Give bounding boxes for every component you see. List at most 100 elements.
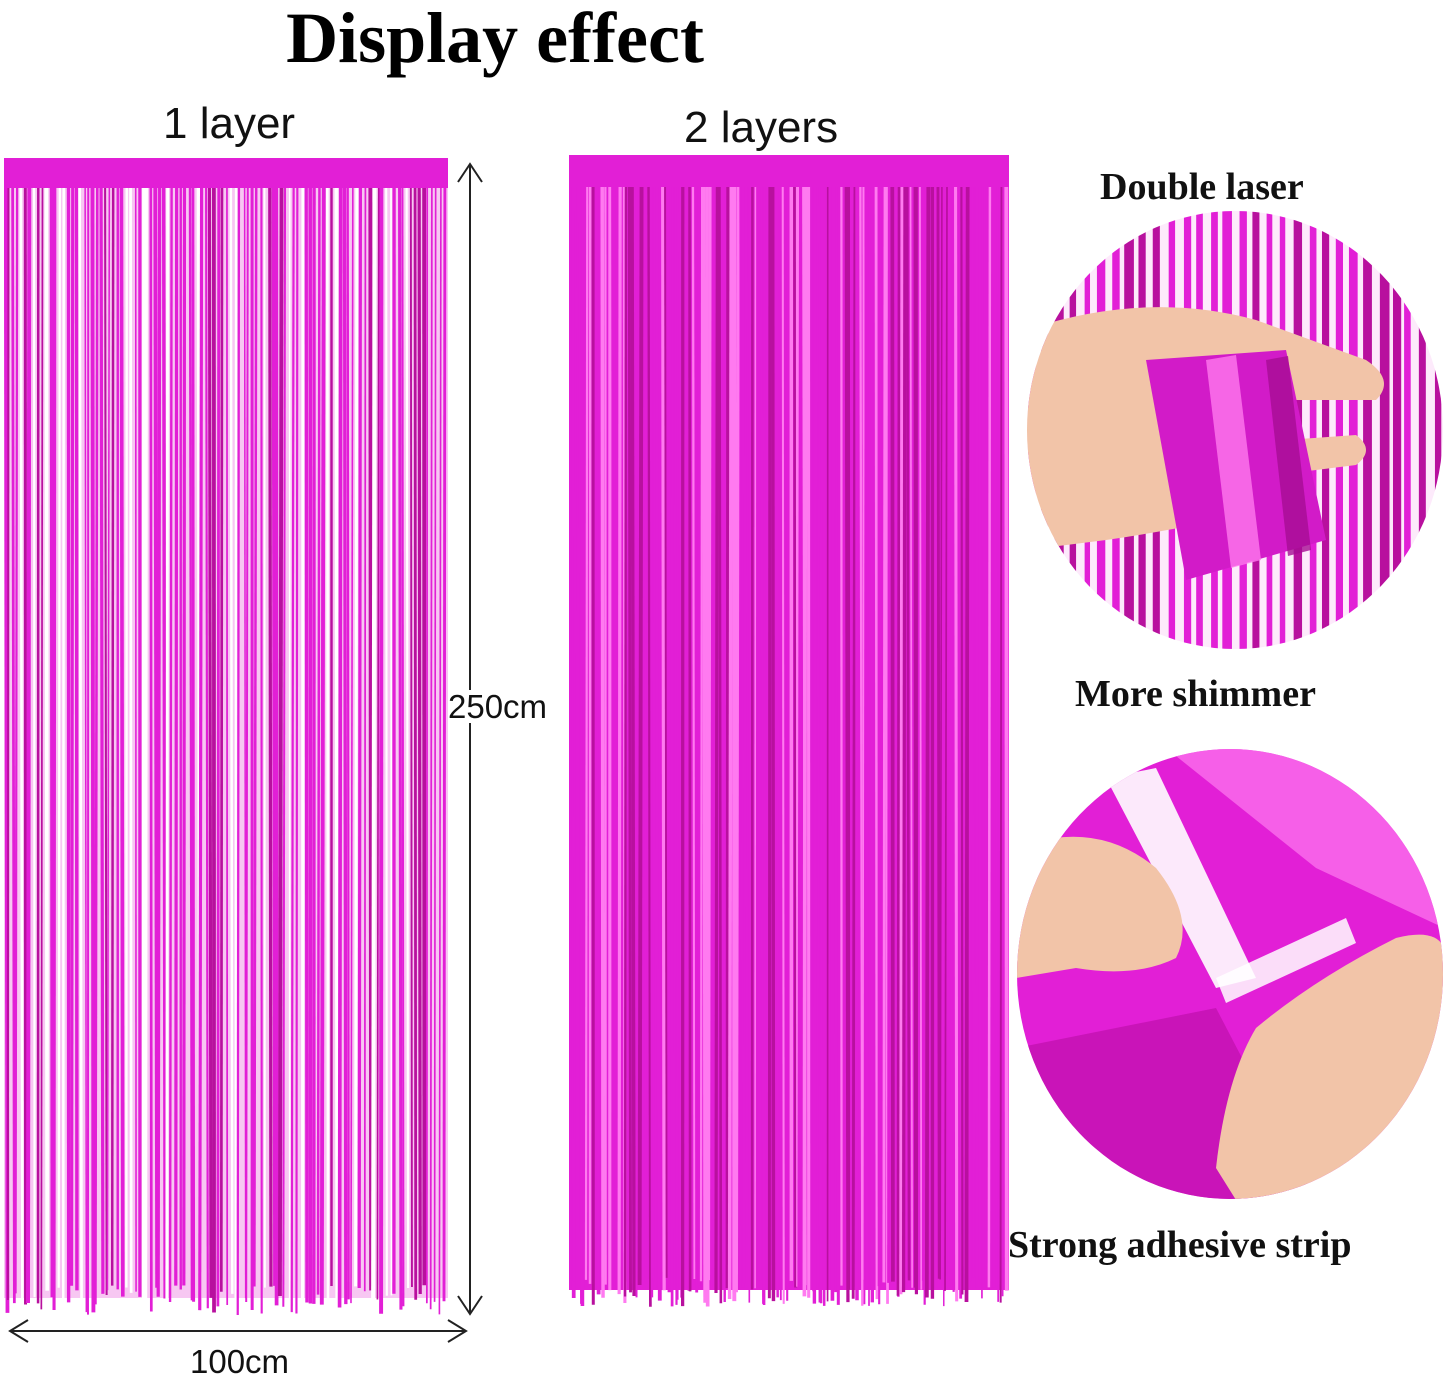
tinsel-strand [869, 187, 870, 1306]
adhesive-strip-label: Strong adhesive strip [1008, 1226, 1351, 1264]
more-shimmer-label: More shimmer [1075, 675, 1316, 713]
foil-strip [1349, 210, 1358, 650]
tinsel-strand [884, 187, 885, 1282]
tinsel-strand [730, 187, 732, 1299]
foil-strip [1322, 210, 1329, 650]
tinsel-strand [318, 188, 319, 1295]
tinsel-strand [72, 188, 73, 1286]
tinsel-strand [54, 188, 55, 1310]
tinsel-strand [927, 187, 929, 1298]
tinsel-strand [419, 188, 420, 1294]
tinsel-strand [935, 187, 936, 1280]
tinsel-strand [28, 188, 29, 1303]
foil-strip [1336, 210, 1343, 650]
tinsel-strand [657, 187, 658, 1288]
tinsel-strand [759, 187, 760, 1281]
tinsel-strand [348, 188, 349, 1299]
tinsel-strand [270, 188, 271, 1287]
tinsel-strand [584, 187, 585, 1278]
tinsel-strand [370, 188, 371, 1290]
tinsel-strand [400, 188, 401, 1310]
tinsel-strand [365, 188, 366, 1291]
tinsel-strand [280, 188, 282, 1296]
tinsel-strand [640, 187, 642, 1285]
tinsel-strand [716, 187, 717, 1293]
tinsel-strand [411, 188, 412, 1287]
tinsel-strand [959, 187, 960, 1299]
tinsel-strand [744, 187, 746, 1283]
tinsel-strand [876, 187, 877, 1299]
one-layer-label: 1 layer [163, 102, 295, 146]
tinsel-strand [901, 187, 902, 1294]
tinsel-strand [629, 187, 630, 1292]
tinsel-strand [193, 188, 194, 1302]
tinsel-strand [832, 187, 833, 1301]
tinsel-strand [961, 187, 962, 1294]
tinsel-strand [146, 188, 147, 1302]
tinsel-strand [1003, 187, 1004, 1296]
tinsel-strand [668, 187, 670, 1292]
tinsel-strand [777, 187, 778, 1297]
tinsel-strand [994, 187, 995, 1288]
tinsel-strand [327, 188, 328, 1307]
tinsel-strand [804, 187, 805, 1296]
tinsel-strand [838, 187, 839, 1305]
page-title: Display effect [0, 2, 990, 74]
tinsel-strand [170, 188, 172, 1302]
tinsel-strand [359, 188, 360, 1288]
curtain-header-strip [569, 155, 1009, 187]
tinsel-strand [821, 187, 822, 1303]
tinsel-strand [21, 188, 23, 1309]
tinsel-strand [586, 187, 587, 1280]
tinsel-strand [231, 188, 232, 1294]
tinsel-strand [956, 187, 957, 1301]
tinsel-strand [736, 187, 738, 1292]
tinsel-strand [632, 187, 634, 1296]
tinsel-strand [602, 187, 603, 1298]
tinsel-strand [696, 187, 697, 1293]
tinsel-strand [663, 187, 664, 1290]
tinsel-strand [879, 187, 880, 1304]
tinsel-strand [967, 187, 968, 1302]
tinsel-strand [727, 187, 728, 1288]
foil-strip [1435, 210, 1441, 650]
tinsel-strand [306, 188, 307, 1303]
foil-strip [1404, 210, 1411, 650]
tinsel-strand [783, 187, 784, 1304]
width-dimension: 100cm [190, 1345, 289, 1378]
tinsel-strand [614, 187, 615, 1278]
tinsel-strand [16, 188, 18, 1293]
tinsel-strand [711, 187, 713, 1289]
tinsel-strand [41, 188, 42, 1309]
tinsel-strand [131, 188, 132, 1293]
tinsel-strand [992, 187, 993, 1278]
foil-strip [1310, 210, 1317, 650]
tinsel-strand [386, 188, 387, 1296]
tinsel-strand [184, 188, 185, 1286]
tinsel-strand [704, 187, 705, 1303]
tinsel-strand [989, 187, 990, 1287]
tinsel-strand [218, 188, 219, 1306]
tinsel-strand [904, 187, 905, 1292]
tinsel-strand [864, 187, 865, 1304]
tinsel-strand [435, 188, 436, 1302]
tinsel-strand [209, 188, 210, 1298]
tinsel-strand [121, 188, 122, 1297]
tinsel-strand [795, 187, 796, 1287]
tinsel-strand [764, 187, 765, 1305]
tinsel-strand [769, 187, 770, 1298]
tinsel-strand [814, 187, 815, 1304]
tinsel-strand [101, 188, 103, 1294]
foil-strip [1380, 210, 1390, 650]
tinsel-strand [221, 188, 222, 1292]
tinsel-strand [1001, 187, 1002, 1303]
two-layers-curtain-image [569, 155, 1009, 1315]
foil-strip [1363, 210, 1372, 650]
tinsel-strand [158, 188, 159, 1297]
tinsel-strand [654, 187, 655, 1282]
tinsel-strand [707, 187, 708, 1307]
tinsel-strand [322, 188, 324, 1305]
tinsel-strand [46, 188, 47, 1291]
tinsel-strand [675, 187, 676, 1305]
tinsel-strand [238, 188, 239, 1315]
